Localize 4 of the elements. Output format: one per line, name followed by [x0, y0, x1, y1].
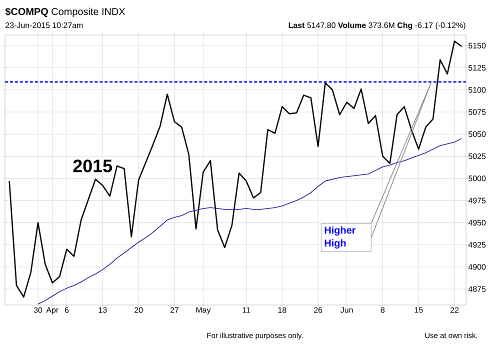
chart-title: $COMPQ Composite INDX	[5, 8, 126, 18]
annotation: 2015	[73, 160, 112, 172]
annotation: Higher High	[324, 226, 356, 249]
line-series	[8, 40, 462, 298]
